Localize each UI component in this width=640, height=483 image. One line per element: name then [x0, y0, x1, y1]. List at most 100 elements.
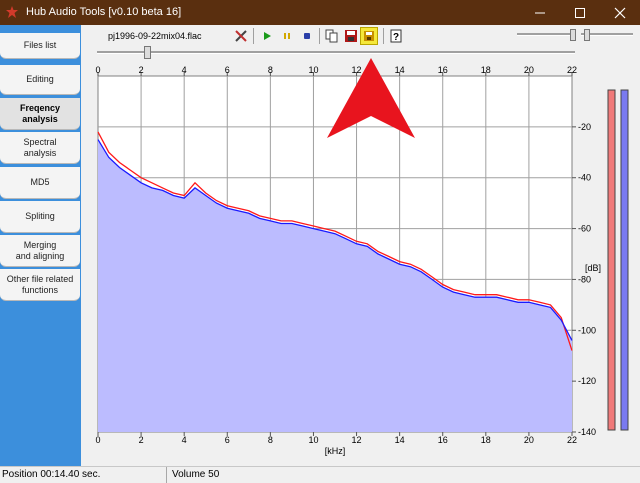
- sidebar-item-frequency-analysis[interactable]: Freqency analysis: [0, 98, 80, 130]
- status-bar: Position 00:14.40 sec. Volume 50: [0, 466, 640, 483]
- sidebar: Files list Editing Freqency analysis Spe…: [0, 25, 81, 466]
- close-button[interactable]: [600, 0, 640, 25]
- save-as-icon: [345, 30, 357, 42]
- minimize-button[interactable]: [520, 0, 560, 25]
- sidebar-item-spectral-analysis[interactable]: Spectral analysis: [0, 132, 80, 164]
- close-icon: [614, 7, 626, 19]
- sidebar-item-merging-and-aligning[interactable]: Merging and aligning: [0, 235, 80, 267]
- x-tick-label-top: 6: [225, 65, 230, 75]
- sidebar-item-label: Merging and aligning: [15, 239, 65, 261]
- x-tick-label-top: 8: [268, 65, 273, 75]
- position-track: [97, 51, 575, 54]
- x-tick-label-bottom: 22: [567, 435, 577, 445]
- balance-slider-track[interactable]: [581, 33, 633, 36]
- x-tick-label-top: 0: [95, 65, 100, 75]
- save-button[interactable]: [360, 27, 378, 45]
- y-tick-label: -140: [578, 427, 596, 437]
- x-tick-label-top: 18: [481, 65, 491, 75]
- x-tick-label-bottom: 16: [438, 435, 448, 445]
- sidebar-item-label: Freqency analysis: [19, 102, 61, 124]
- y-tick-label: -60: [578, 224, 591, 234]
- help-button[interactable]: ?: [388, 28, 404, 44]
- x-tick-label-bottom: 8: [268, 435, 273, 445]
- annotation-arrow: [327, 58, 415, 138]
- x-tick-label-top: 20: [524, 65, 534, 75]
- x-tick-label-bottom: 2: [139, 435, 144, 445]
- level-meters: [607, 89, 629, 431]
- maximize-icon: [575, 8, 585, 18]
- x-tick-label-top: 22: [567, 65, 577, 75]
- app-icon: [6, 6, 18, 18]
- save-as-button[interactable]: [343, 28, 359, 44]
- x-axis-label: [kHz]: [325, 446, 346, 456]
- copy-button[interactable]: [324, 28, 340, 44]
- y-tick-label: -100: [578, 325, 596, 335]
- sidebar-item-files-list[interactable]: Files list: [0, 33, 80, 59]
- status-volume: Volume 50: [172, 469, 220, 480]
- position-thumb[interactable]: [144, 46, 151, 59]
- y-tick-label: -120: [578, 376, 596, 386]
- x-tick-label-top: 12: [352, 65, 362, 75]
- stop-button[interactable]: [299, 28, 315, 44]
- title-bar: Hub Audio Tools [v0.10 beta 16]: [0, 0, 640, 25]
- x-tick-label-top: 16: [438, 65, 448, 75]
- spectrum-fill: [98, 139, 572, 432]
- x-tick-label-bottom: 0: [95, 435, 100, 445]
- play-button[interactable]: [259, 28, 275, 44]
- x-tick-label-bottom: 14: [395, 435, 405, 445]
- sidebar-item-label: MD5: [30, 177, 50, 187]
- position-scrollbar[interactable]: [97, 46, 575, 59]
- y-axis-label: [dB]: [585, 263, 601, 273]
- play-icon: [264, 32, 271, 40]
- x-tick-label-bottom: 18: [481, 435, 491, 445]
- toolbar-separator: [383, 28, 384, 44]
- x-tick-label-bottom: 6: [225, 435, 230, 445]
- y-tick-label: -40: [578, 173, 591, 183]
- sidebar-item-other-file-functions[interactable]: Other file related functions: [0, 269, 80, 301]
- status-divider: [166, 467, 167, 483]
- stop-icon: [304, 33, 310, 39]
- svg-text:?: ?: [393, 32, 399, 43]
- sidebar-item-label: Files list: [23, 40, 57, 50]
- x-tick-label-bottom: 12: [352, 435, 362, 445]
- sidebar-item-label: Spliting: [25, 211, 55, 221]
- toolbar-separator: [319, 28, 320, 44]
- pause-icon: [284, 33, 290, 39]
- status-position: Position 00:14.40 sec.: [2, 469, 101, 480]
- sidebar-item-label: Spectral analysis: [23, 136, 57, 158]
- x-tick-label-top: 14: [395, 65, 405, 75]
- sidebar-item-editing[interactable]: Editing: [0, 65, 80, 95]
- x-tick-label-bottom: 20: [524, 435, 534, 445]
- series-line-right: [97, 139, 573, 341]
- sidebar-item-label: Other file related functions: [6, 273, 74, 295]
- series-line-left: [97, 131, 573, 351]
- toolbar: pj1996-09-22mix04.flac ?: [81, 25, 640, 47]
- x-tick-label-bottom: 10: [308, 435, 318, 445]
- tools-button[interactable]: [233, 28, 249, 44]
- left-channel-meter: [607, 89, 616, 431]
- help-icon: ?: [390, 29, 402, 43]
- toolbar-separator: [253, 28, 254, 44]
- tools-icon: [235, 30, 247, 42]
- x-tick-label-top: 2: [139, 65, 144, 75]
- x-tick-label-bottom: 4: [182, 435, 187, 445]
- sidebar-item-label: Editing: [26, 74, 54, 84]
- x-tick-label-top: 10: [308, 65, 318, 75]
- x-tick-label-top: 4: [182, 65, 187, 75]
- sidebar-item-md5[interactable]: MD5: [0, 167, 80, 199]
- copy-icon: [325, 29, 338, 43]
- y-tick-label: -20: [578, 122, 591, 132]
- save-icon: [364, 31, 374, 41]
- sidebar-item-spliting[interactable]: Spliting: [0, 201, 80, 233]
- window-title: Hub Audio Tools [v0.10 beta 16]: [26, 6, 182, 18]
- pause-button[interactable]: [279, 28, 295, 44]
- volume-slider-track[interactable]: [517, 33, 575, 36]
- balance-slider-thumb[interactable]: [584, 29, 590, 41]
- maximize-button[interactable]: [560, 0, 600, 25]
- right-channel-meter: [620, 89, 629, 431]
- y-tick-label: -80: [578, 274, 591, 284]
- volume-slider-thumb[interactable]: [570, 29, 576, 41]
- file-name-label: pj1996-09-22mix04.flac: [108, 31, 202, 41]
- minimize-icon: [535, 12, 545, 14]
